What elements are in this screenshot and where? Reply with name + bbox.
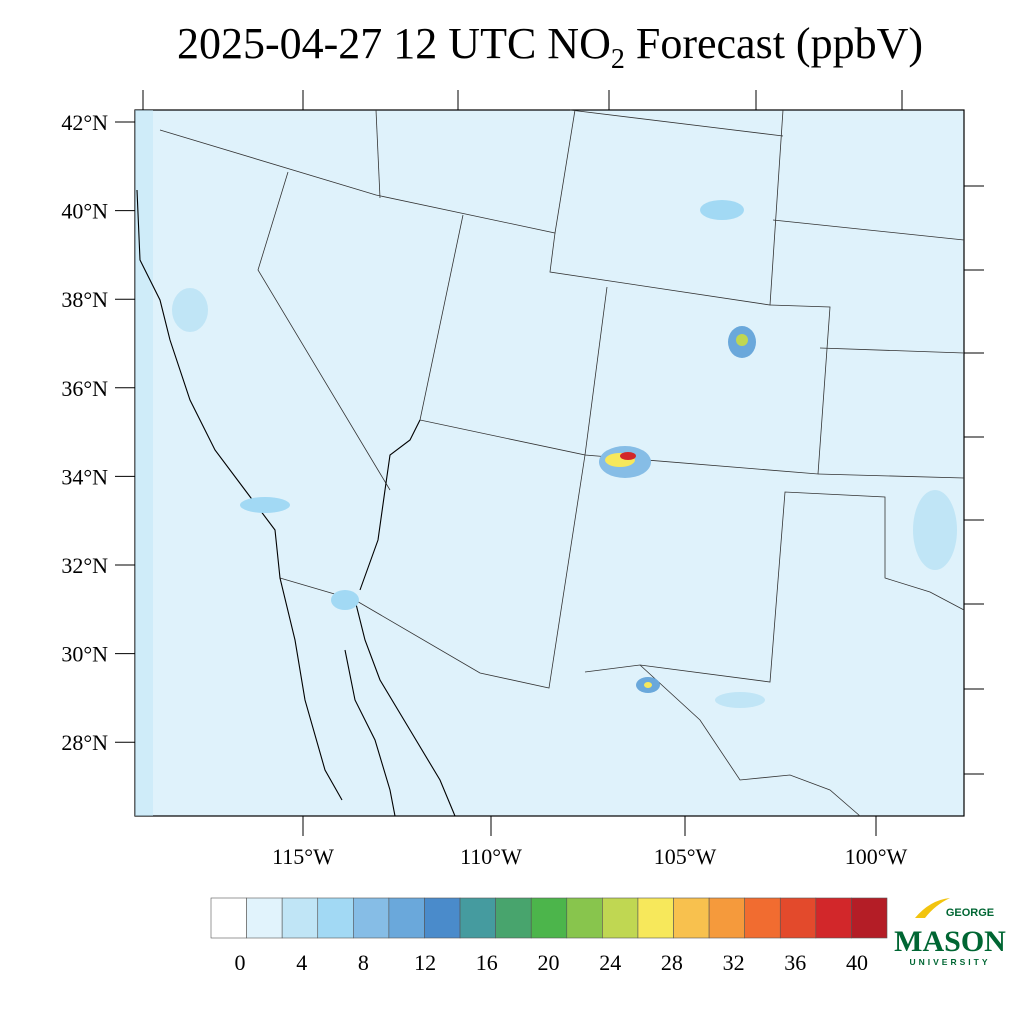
plume	[736, 334, 748, 346]
lon-label: 115°W	[272, 844, 334, 869]
colorbar-label: 32	[723, 950, 745, 975]
colorbar-box	[815, 897, 852, 939]
colorbar-box	[851, 897, 888, 939]
plume	[700, 200, 744, 220]
colorbar: 0 4 8 12 16 20 24 28 32 36 40	[210, 897, 888, 975]
ocean-edge	[135, 110, 153, 816]
colorbar-label: 16	[476, 950, 498, 975]
colorbar-label: 0	[235, 950, 246, 975]
coastline	[359, 419, 421, 591]
colorbar-box	[459, 897, 496, 939]
plume	[331, 590, 359, 610]
colorbar-label: 24	[599, 950, 621, 975]
colorbar-label: 28	[661, 950, 683, 975]
lat-label: 32°N	[61, 553, 108, 578]
colorbar-label: 36	[784, 950, 806, 975]
colorbar-box	[566, 897, 603, 939]
lon-label: 105°W	[654, 844, 717, 869]
colorbar-label: 4	[296, 950, 307, 975]
coastline	[344, 649, 396, 817]
logo-top: GEORGE	[946, 907, 994, 919]
border	[159, 109, 576, 234]
colorbar-box	[246, 897, 283, 939]
colorbar-box	[673, 897, 710, 939]
lat-label: 34°N	[61, 464, 108, 489]
lat-label: 28°N	[61, 730, 108, 755]
lon-label: 100°W	[845, 844, 908, 869]
colorbar-box	[708, 897, 745, 939]
border	[257, 171, 391, 491]
map	[134, 109, 965, 817]
colorbar-box	[210, 897, 247, 939]
colorbar-box	[353, 897, 390, 939]
lat-label: 38°N	[61, 287, 108, 312]
colorbar-label: 20	[538, 950, 560, 975]
colorbar-box	[317, 897, 354, 939]
colorbar-box	[281, 897, 319, 939]
lat-label: 30°N	[61, 642, 108, 667]
plume	[240, 497, 290, 513]
coastline	[136, 189, 343, 801]
coastline	[354, 599, 456, 817]
plume	[644, 682, 652, 688]
map-frame	[134, 109, 965, 817]
border	[584, 491, 965, 683]
border	[549, 109, 784, 306]
colorbar-box	[637, 897, 674, 939]
title: 2025-04-27 12 UTC NO2 Forecast (ppbV)	[177, 19, 923, 75]
plume	[715, 692, 765, 708]
lon-label: 110°W	[460, 844, 522, 869]
plume	[913, 490, 957, 570]
colorbar-box	[495, 897, 532, 939]
border	[817, 473, 965, 479]
border	[569, 109, 784, 137]
colorbar-box	[779, 897, 817, 939]
colorbar-label: 8	[358, 950, 369, 975]
logo-bottom: UNIVERSITY	[909, 957, 990, 967]
colorbar-box	[530, 897, 568, 939]
colorbar-label: 12	[414, 950, 436, 975]
lat-label: 36°N	[61, 376, 108, 401]
colorbar-box	[388, 897, 425, 939]
axes: 42°N 40°N 38°N 36°N 34°N 32°N 30°N 28°N 115°W 110…	[61, 90, 984, 869]
plume	[620, 452, 636, 460]
border	[639, 664, 861, 817]
colorbar-box	[744, 897, 781, 939]
logo: GEORGE MASON UNIVERSITY	[894, 898, 1006, 967]
lat-label: 42°N	[61, 110, 108, 135]
colorbar-label: 40	[846, 950, 868, 975]
plume	[172, 288, 208, 332]
lat-label: 40°N	[61, 199, 108, 224]
border	[772, 219, 965, 241]
logo-mark	[915, 898, 950, 918]
logo-main: MASON	[894, 925, 1006, 958]
colorbar-box	[602, 897, 639, 939]
border	[819, 347, 965, 354]
border	[375, 109, 381, 199]
colorbar-box	[424, 897, 461, 939]
